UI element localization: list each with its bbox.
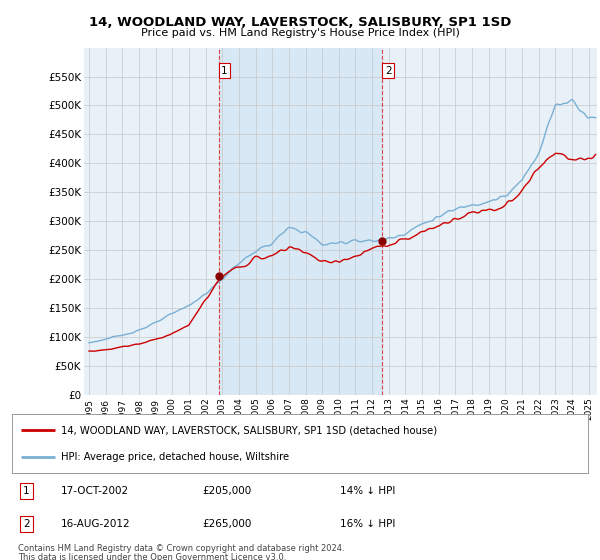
Text: Contains HM Land Registry data © Crown copyright and database right 2024.: Contains HM Land Registry data © Crown c…	[18, 544, 344, 553]
Text: Price paid vs. HM Land Registry's House Price Index (HPI): Price paid vs. HM Land Registry's House …	[140, 28, 460, 38]
Text: This data is licensed under the Open Government Licence v3.0.: This data is licensed under the Open Gov…	[18, 553, 286, 560]
Text: £205,000: £205,000	[202, 486, 251, 496]
Text: HPI: Average price, detached house, Wiltshire: HPI: Average price, detached house, Wilt…	[61, 452, 289, 463]
Text: £265,000: £265,000	[202, 519, 251, 529]
Text: 16-AUG-2012: 16-AUG-2012	[61, 519, 131, 529]
Text: 1: 1	[221, 66, 228, 76]
Text: 14, WOODLAND WAY, LAVERSTOCK, SALISBURY, SP1 1SD: 14, WOODLAND WAY, LAVERSTOCK, SALISBURY,…	[89, 16, 511, 29]
Text: 2: 2	[23, 519, 30, 529]
Text: 1: 1	[23, 486, 30, 496]
Text: 16% ↓ HPI: 16% ↓ HPI	[340, 519, 395, 529]
Text: 14% ↓ HPI: 14% ↓ HPI	[340, 486, 395, 496]
Bar	[219, 48, 382, 395]
Text: 2: 2	[385, 66, 392, 76]
Text: 14, WOODLAND WAY, LAVERSTOCK, SALISBURY, SP1 1SD (detached house): 14, WOODLAND WAY, LAVERSTOCK, SALISBURY,…	[61, 425, 437, 435]
Text: 17-OCT-2002: 17-OCT-2002	[61, 486, 129, 496]
